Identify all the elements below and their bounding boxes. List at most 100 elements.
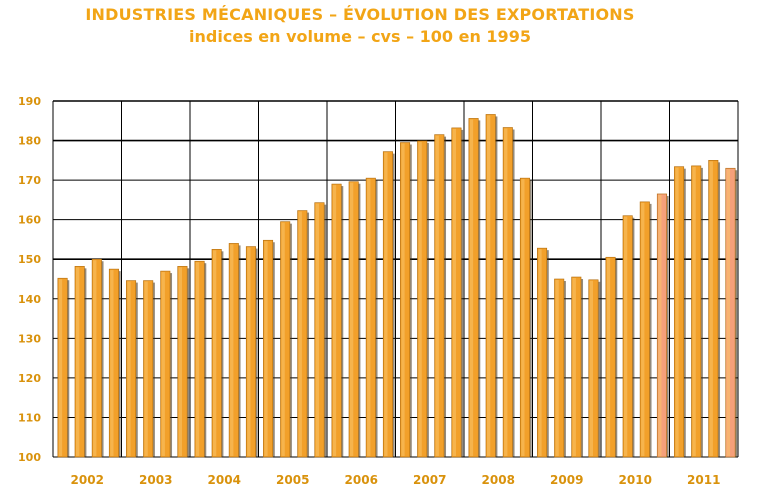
grid: [52, 100, 739, 458]
bar-highlight: [726, 169, 731, 456]
bar: [674, 166, 685, 458]
bar-highlight: [212, 250, 217, 456]
bar-highlight: [692, 166, 696, 457]
bar-highlight: [589, 280, 594, 456]
bar-highlight: [349, 182, 354, 456]
chart-subtitle: indices en volume – cvs – 100 en 1995: [189, 27, 531, 46]
bar-highlight: [623, 216, 628, 456]
bar: [160, 270, 171, 458]
bar: [382, 151, 393, 458]
bar-highlight: [452, 128, 457, 457]
bar-highlight: [127, 281, 131, 456]
bar-highlight: [75, 267, 80, 456]
bar-highlight: [641, 202, 645, 456]
bar-highlight: [709, 161, 713, 457]
bar: [331, 183, 342, 458]
bar: [417, 140, 428, 458]
y-tick-label: 160: [18, 214, 41, 227]
bar: [263, 239, 274, 458]
chart-title: INDUSTRIES MÉCANIQUES – ÉVOLUTION DES EX…: [85, 5, 635, 24]
bar: [468, 118, 479, 458]
x-year-label: 2003: [139, 473, 172, 487]
bar-highlight: [230, 244, 234, 456]
x-year-label: 2007: [413, 473, 446, 487]
bar: [143, 280, 154, 458]
x-axis-years: 2002 2003 2004 2005 2006 2007 2008 2009 2010 2011: [71, 473, 721, 487]
bar-highlight: [486, 115, 491, 457]
bar: [656, 193, 667, 458]
bar: [126, 280, 137, 458]
chart-title-block: INDUSTRIES MÉCANIQUES – ÉVOLUTION DES EX…: [0, 4, 720, 48]
x-year-label: 2008: [482, 473, 515, 487]
bar: [177, 266, 188, 458]
bar-highlight: [281, 222, 285, 456]
bar-highlight: [384, 152, 388, 456]
bar: [519, 177, 530, 458]
bar: [434, 134, 445, 458]
y-tick-label: 180: [18, 135, 41, 148]
bar-highlight: [675, 167, 679, 456]
bar: [537, 247, 548, 458]
bar: [314, 202, 325, 458]
bar-highlight: [298, 211, 302, 456]
y-tick-label: 150: [18, 253, 41, 266]
bar: [571, 276, 582, 458]
bar-highlight: [195, 262, 200, 456]
bar-highlight: [161, 272, 165, 456]
bar-highlight: [435, 135, 439, 456]
bar: [194, 260, 205, 458]
bar-highlight: [367, 179, 371, 456]
bar: [691, 165, 702, 458]
bar-highlight: [93, 260, 97, 456]
x-year-label: 2002: [71, 473, 104, 487]
y-axis-ticks: 100 110 120 130 140 150 160 170 180 190: [18, 95, 41, 464]
bar: [74, 266, 85, 458]
bar-highlight: [110, 270, 114, 456]
bar-highlight: [264, 241, 268, 456]
y-tick-label: 120: [18, 372, 41, 385]
bar: [108, 268, 119, 458]
bar: [348, 181, 359, 458]
bar: [451, 127, 462, 458]
x-year-label: 2011: [687, 473, 720, 487]
x-year-label: 2004: [208, 473, 241, 487]
bar: [588, 279, 599, 458]
bar: [228, 243, 239, 458]
bar: [211, 249, 222, 458]
bar: [280, 221, 291, 458]
bar: [622, 215, 633, 458]
bar: [605, 256, 616, 458]
bar-highlight: [332, 185, 337, 457]
x-year-label: 2006: [345, 473, 378, 487]
bar: [708, 160, 719, 458]
x-year-label: 2009: [550, 473, 583, 487]
bar: [725, 167, 736, 458]
bar-highlight: [401, 143, 405, 457]
bar: [400, 142, 411, 458]
bar-highlight: [521, 179, 525, 456]
y-tick-label: 110: [18, 411, 41, 424]
bar-highlight: [555, 280, 559, 456]
x-year-label: 2005: [276, 473, 309, 487]
y-tick-label: 100: [18, 451, 41, 464]
bar-highlight: [572, 278, 576, 456]
bar-highlight: [606, 258, 611, 456]
y-tick-label: 140: [18, 293, 41, 306]
bar-highlight: [247, 247, 251, 456]
bar-highlight: [178, 267, 183, 456]
bar: [485, 114, 496, 458]
bar-highlight: [58, 279, 63, 456]
bar-highlight: [658, 194, 662, 456]
bar-highlight: [315, 203, 320, 456]
bar-highlight: [144, 281, 148, 456]
bar: [297, 210, 308, 458]
bar: [502, 127, 513, 458]
x-year-label: 2010: [619, 473, 652, 487]
bar: [554, 278, 565, 458]
bars: [57, 114, 738, 458]
bar-highlight: [538, 249, 542, 456]
y-tick-label: 130: [18, 332, 41, 345]
bar: [245, 246, 256, 458]
bar-highlight: [504, 128, 508, 456]
